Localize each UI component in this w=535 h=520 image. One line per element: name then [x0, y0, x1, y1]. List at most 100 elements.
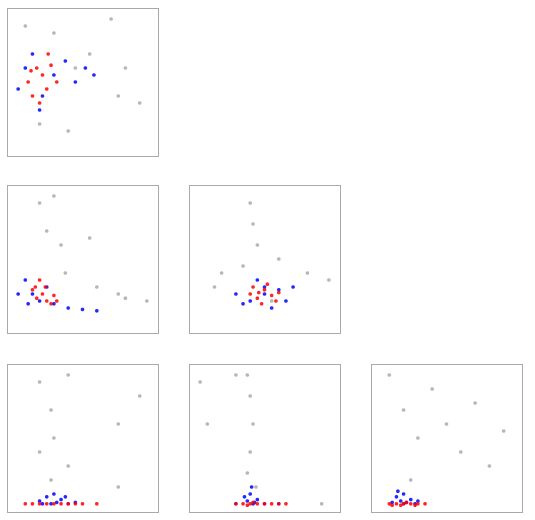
point — [26, 302, 30, 306]
panel-frame — [189, 364, 341, 513]
point — [248, 299, 252, 303]
point — [52, 194, 56, 198]
point — [394, 502, 399, 506]
point — [269, 306, 274, 310]
point — [123, 66, 128, 70]
point — [30, 502, 35, 506]
point — [416, 436, 420, 440]
point — [63, 495, 68, 499]
point — [95, 502, 99, 506]
point — [241, 502, 245, 506]
point — [66, 373, 70, 377]
point — [30, 292, 35, 296]
point — [34, 66, 39, 70]
point — [49, 478, 53, 482]
panel-frame — [7, 8, 159, 157]
point — [251, 222, 255, 226]
point — [401, 502, 406, 506]
point — [116, 292, 121, 296]
point — [408, 502, 413, 506]
point — [59, 243, 63, 247]
point — [26, 80, 30, 84]
point — [52, 73, 56, 77]
point — [40, 73, 45, 77]
point — [80, 502, 85, 506]
point — [255, 502, 260, 506]
point — [390, 500, 394, 505]
point — [423, 502, 427, 506]
point — [43, 285, 48, 289]
point — [46, 52, 50, 56]
point — [52, 31, 56, 35]
point — [92, 73, 96, 77]
point — [73, 502, 78, 506]
point — [248, 502, 252, 506]
point — [501, 429, 506, 433]
panel-frame — [189, 185, 341, 334]
point — [413, 503, 417, 508]
point — [52, 302, 56, 306]
point — [245, 373, 250, 377]
point — [54, 80, 59, 84]
point — [262, 502, 267, 506]
point — [248, 450, 252, 454]
point — [416, 502, 420, 506]
point — [408, 497, 413, 502]
point — [54, 500, 59, 505]
point — [444, 422, 449, 426]
point — [394, 495, 399, 499]
point — [274, 299, 278, 303]
point — [255, 296, 260, 301]
point — [52, 492, 56, 496]
point — [234, 373, 238, 377]
point — [398, 503, 403, 508]
point — [251, 422, 255, 426]
point — [248, 292, 252, 296]
point — [116, 485, 121, 489]
point — [52, 502, 56, 506]
point — [66, 464, 70, 468]
point — [241, 264, 245, 268]
point — [245, 499, 250, 503]
point — [23, 278, 28, 282]
point — [137, 394, 142, 398]
point — [248, 394, 252, 398]
point — [327, 278, 331, 282]
point — [87, 236, 92, 240]
point — [123, 296, 128, 301]
point — [59, 502, 63, 506]
point — [245, 503, 250, 508]
point — [40, 94, 45, 98]
point — [291, 285, 295, 289]
point — [29, 69, 33, 73]
panel-frame — [371, 364, 523, 513]
point — [116, 422, 121, 426]
point — [408, 478, 413, 482]
point — [37, 108, 42, 112]
point — [256, 290, 261, 295]
point — [49, 502, 53, 506]
point — [49, 408, 53, 412]
point — [254, 485, 258, 489]
point — [319, 502, 324, 506]
point — [37, 278, 42, 282]
point — [234, 292, 238, 296]
point — [255, 497, 260, 502]
point — [37, 101, 42, 105]
point — [16, 292, 20, 296]
point — [234, 502, 238, 506]
point — [269, 502, 274, 506]
point — [487, 464, 492, 468]
point — [37, 299, 42, 303]
point — [473, 401, 477, 405]
point — [198, 380, 202, 384]
point — [398, 499, 403, 503]
point — [44, 502, 49, 506]
point — [63, 59, 68, 63]
point — [52, 293, 56, 298]
point — [33, 285, 38, 289]
point — [63, 271, 68, 275]
point — [23, 24, 28, 28]
point — [44, 495, 49, 499]
